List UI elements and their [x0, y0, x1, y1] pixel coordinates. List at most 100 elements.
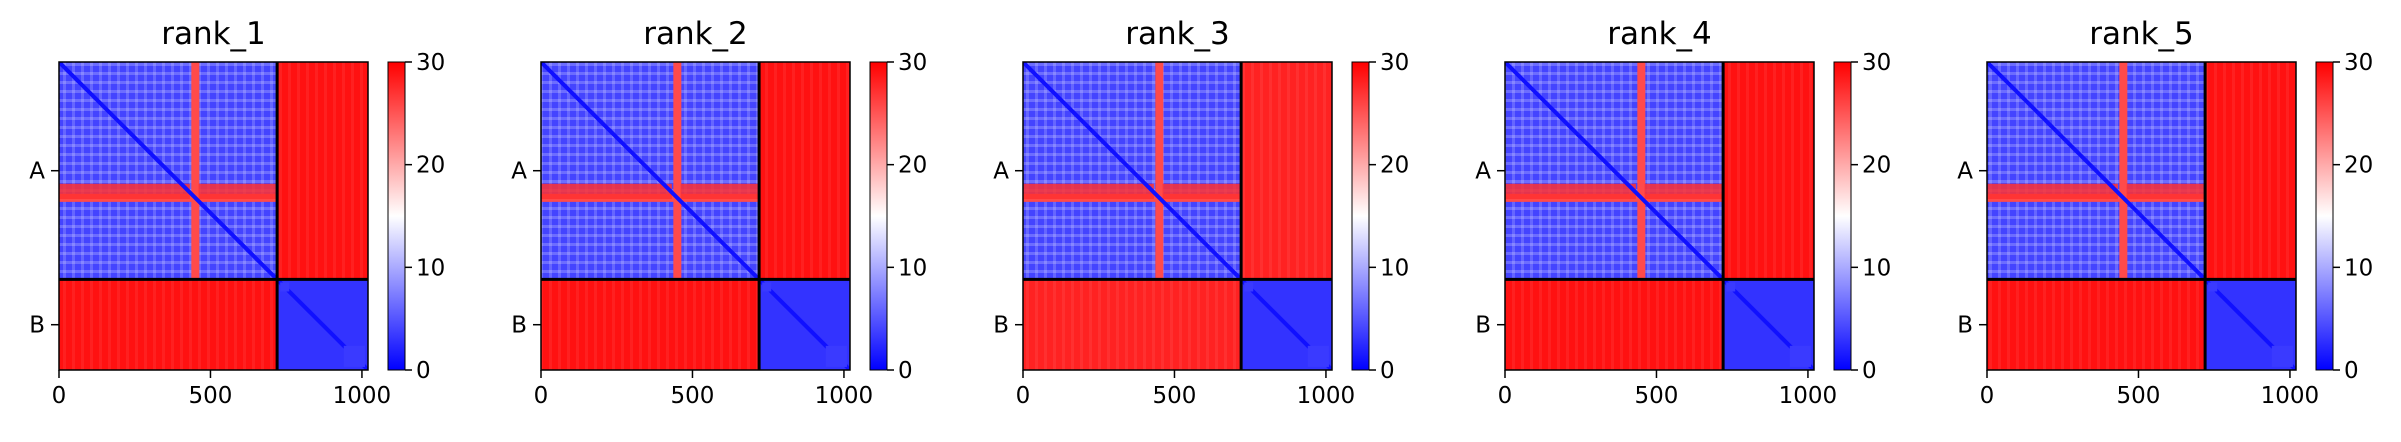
domain-band-h3 [1162, 183, 1242, 199]
domain-band-h2 [1023, 183, 1154, 199]
domain-band-v [1637, 62, 1646, 280]
heatmap-1 [59, 62, 368, 370]
diagonal-a [1505, 62, 1725, 281]
domain-b-end [825, 345, 847, 367]
domain-b-start [2208, 282, 2218, 292]
x-tick-label: 500 [189, 383, 233, 409]
colorbar-tick-label: 20 [1380, 153, 1409, 179]
y-tick-label: B [29, 313, 45, 339]
y-tick-label: B [1957, 313, 1973, 339]
colorbar-tick-label: 0 [416, 358, 431, 384]
colorbar-tick-label: 0 [1862, 358, 1877, 384]
texture-a-b [1241, 62, 1332, 280]
texture-b-a [1023, 279, 1242, 370]
domain-band-h3 [198, 183, 278, 199]
plot-frame [1986, 61, 2297, 371]
domain-band-h3 [1644, 183, 1724, 199]
x-tick-label: 500 [1635, 383, 1679, 409]
panel-5: rank_5 0 500 1000 A B 0 10 20 30 [1957, 16, 2373, 409]
texture-b-a [59, 279, 278, 370]
texture-a-b [2205, 62, 2296, 280]
y-tick-label: B [511, 313, 527, 339]
domain-b-end [343, 345, 365, 367]
domain-band-v [2119, 62, 2128, 280]
diagonal-a [1023, 62, 1243, 281]
panel-2: rank_2 0 500 1000 A B 0 10 20 30 [511, 16, 927, 409]
domain-band-v [191, 62, 200, 280]
colorbar-tick-label: 10 [1380, 255, 1409, 281]
diagonal-a [541, 62, 761, 281]
domain-b-end [1789, 345, 1811, 367]
texture-a-b [759, 62, 850, 280]
domain-band-h2 [59, 183, 190, 199]
colorbar-tick-label: 30 [416, 50, 445, 76]
diagonal-a [1987, 62, 2207, 281]
colorbar [2315, 61, 2334, 371]
domain-b-end [1307, 345, 1329, 367]
colorbar-tick-label: 30 [1380, 50, 1409, 76]
plot-frame [1504, 61, 1815, 371]
plot-frame [540, 61, 851, 371]
colorbar-tick-label: 20 [2344, 153, 2373, 179]
y-tick-label: A [1475, 159, 1491, 185]
x-tick-label: 0 [52, 383, 67, 409]
x-tick-label: 1000 [815, 383, 874, 409]
texture-b-a [1987, 279, 2206, 370]
panel-title: rank_4 [1607, 16, 1712, 52]
panel-title: rank_1 [161, 16, 266, 52]
colorbar-tick-label: 0 [898, 358, 913, 384]
domain-band-h3 [680, 183, 760, 199]
heatmap-5 [1987, 62, 2296, 370]
x-tick-label: 0 [1498, 383, 1513, 409]
colorbar-tick-label: 30 [2344, 50, 2373, 76]
texture-a-b [277, 62, 368, 280]
domain-b-start [280, 282, 290, 292]
y-tick-label: A [1957, 159, 1973, 185]
x-tick-label: 1000 [1297, 383, 1356, 409]
heatmap-2 [541, 62, 850, 370]
x-tick-label: 500 [671, 383, 715, 409]
domain-b-start [762, 282, 772, 292]
domain-band-h2 [1987, 183, 2118, 199]
domain-band-h3 [2126, 183, 2206, 199]
colorbar-tick-label: 10 [416, 255, 445, 281]
colorbar-tick-label: 0 [1380, 358, 1395, 384]
x-tick-label: 500 [1153, 383, 1197, 409]
domain-band-h2 [541, 183, 672, 199]
panel-1: rank_1 0 500 1000 A B 0 10 20 30 [29, 16, 445, 409]
x-tick-label: 1000 [2261, 383, 2320, 409]
colorbar-tick-label: 20 [1862, 153, 1891, 179]
domain-b-end [2271, 345, 2293, 367]
heatmap-4 [1505, 62, 1814, 370]
heatmap-3 [1023, 62, 1332, 370]
diagonal-a [59, 62, 279, 281]
texture-a-b [1723, 62, 1814, 280]
x-tick-label: 500 [2117, 383, 2161, 409]
colorbar-tick-label: 10 [1862, 255, 1891, 281]
y-tick-label: B [1475, 313, 1491, 339]
colorbar [387, 61, 406, 371]
panel-title: rank_3 [1125, 16, 1230, 52]
colorbar-tick-label: 0 [2344, 358, 2359, 384]
colorbar-tick-label: 20 [898, 153, 927, 179]
panel-4: rank_4 0 500 1000 A B 0 10 20 30 [1475, 16, 1891, 409]
y-tick-label: A [29, 159, 45, 185]
colorbar-tick-label: 30 [898, 50, 927, 76]
domain-b-start [1244, 282, 1254, 292]
x-tick-label: 1000 [1779, 383, 1838, 409]
colorbar-tick-label: 20 [416, 153, 445, 179]
x-tick-label: 1000 [333, 383, 392, 409]
texture-b-a [541, 279, 760, 370]
colorbar-tick-label: 10 [898, 255, 927, 281]
colorbar [869, 61, 888, 371]
colorbar-tick-label: 30 [1862, 50, 1891, 76]
colorbar [1351, 61, 1370, 371]
domain-b-start [1726, 282, 1736, 292]
y-tick-label: B [993, 313, 1009, 339]
plot-frame [1022, 61, 1333, 371]
y-tick-label: A [993, 159, 1009, 185]
colorbar [1833, 61, 1852, 371]
domain-band-v [673, 62, 682, 280]
